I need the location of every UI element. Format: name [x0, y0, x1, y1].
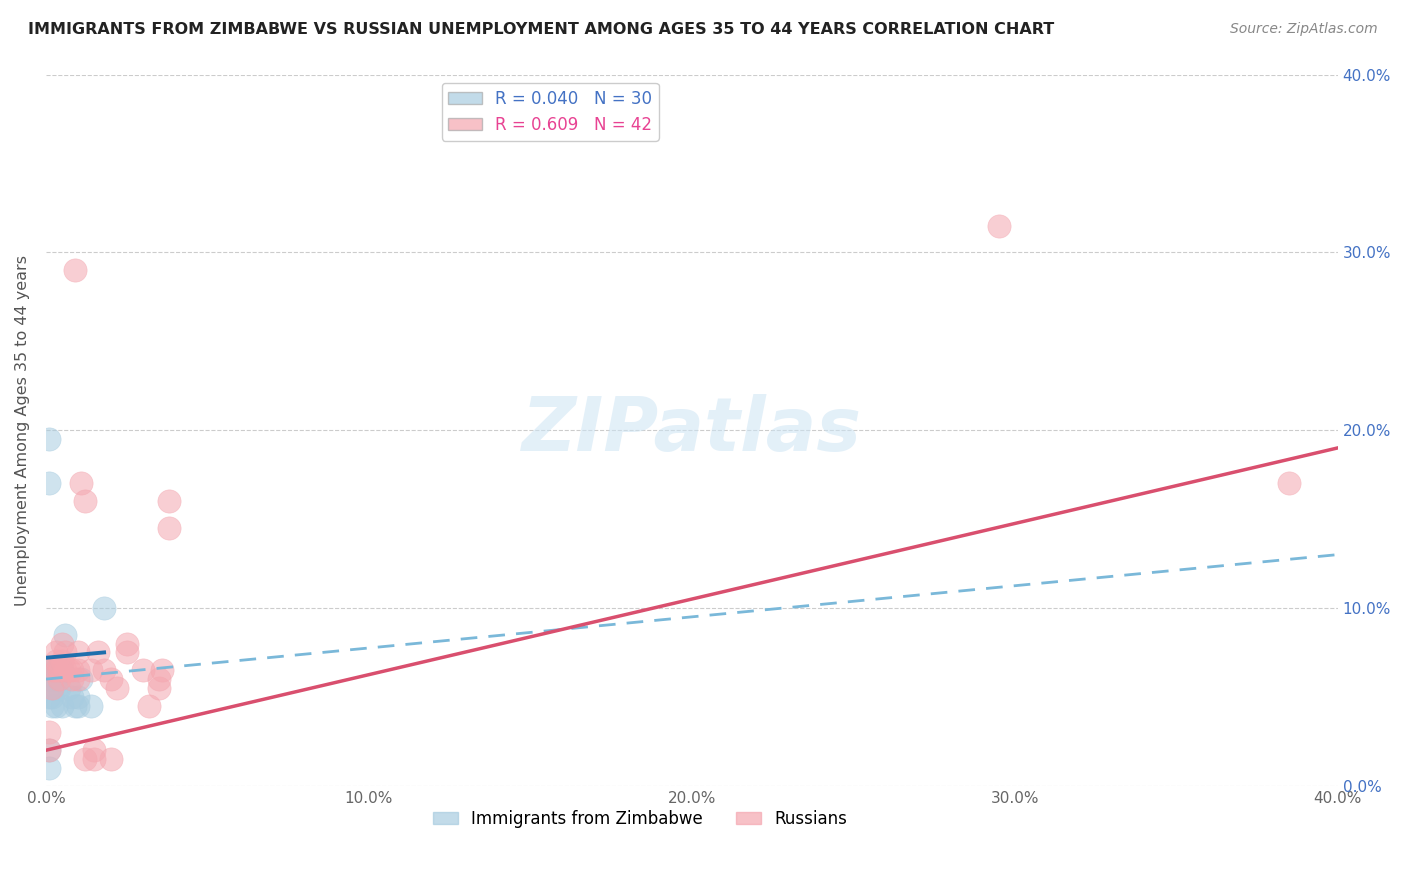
Text: Source: ZipAtlas.com: Source: ZipAtlas.com	[1230, 22, 1378, 37]
Point	[53, 627, 76, 641]
Point	[41, 698, 63, 713]
Point	[41, 663, 63, 677]
Point	[150, 663, 173, 677]
Point	[45, 672, 67, 686]
Point	[45, 663, 67, 677]
Point	[41, 690, 63, 704]
Point	[45, 698, 67, 713]
Point	[70, 476, 93, 491]
Point	[67, 672, 90, 686]
Point	[73, 494, 96, 508]
Point	[38, 743, 60, 757]
Point	[132, 663, 155, 677]
Point	[51, 636, 73, 650]
Point	[115, 636, 138, 650]
Point	[148, 681, 170, 695]
Point	[38, 761, 60, 775]
Point	[45, 663, 67, 677]
Y-axis label: Unemployment Among Ages 35 to 44 years: Unemployment Among Ages 35 to 44 years	[15, 254, 30, 606]
Point	[41, 681, 63, 695]
Point	[41, 663, 63, 677]
Point	[38, 690, 60, 704]
Point	[38, 663, 60, 677]
Point	[38, 476, 60, 491]
Point	[38, 432, 60, 446]
Point	[86, 645, 108, 659]
Point	[67, 698, 90, 713]
Point	[60, 690, 83, 704]
Point	[67, 690, 90, 704]
Point	[83, 743, 105, 757]
Point	[157, 494, 180, 508]
Point	[41, 672, 63, 686]
Point	[45, 645, 67, 659]
Point	[48, 663, 70, 677]
Point	[41, 681, 63, 695]
Point	[67, 645, 90, 659]
Point	[157, 521, 180, 535]
Point	[38, 743, 60, 757]
Point	[73, 752, 96, 766]
Point	[987, 219, 1010, 233]
Legend: Immigrants from Zimbabwe, Russians: Immigrants from Zimbabwe, Russians	[426, 803, 853, 834]
Point	[45, 681, 67, 695]
Point	[100, 752, 122, 766]
Point	[93, 663, 115, 677]
Point	[1278, 476, 1301, 491]
Point	[67, 663, 90, 677]
Point	[70, 672, 93, 686]
Point	[80, 698, 103, 713]
Point	[41, 663, 63, 677]
Point	[105, 681, 128, 695]
Point	[51, 654, 73, 668]
Point	[51, 698, 73, 713]
Point	[38, 725, 60, 739]
Point	[93, 601, 115, 615]
Point	[48, 663, 70, 677]
Point	[60, 663, 83, 677]
Point	[60, 672, 83, 686]
Point	[58, 663, 80, 677]
Point	[148, 672, 170, 686]
Point	[45, 654, 67, 668]
Point	[63, 698, 86, 713]
Point	[48, 672, 70, 686]
Point	[53, 645, 76, 659]
Point	[53, 663, 76, 677]
Point	[38, 672, 60, 686]
Point	[48, 681, 70, 695]
Point	[58, 681, 80, 695]
Point	[63, 263, 86, 277]
Point	[100, 672, 122, 686]
Point	[80, 663, 103, 677]
Point	[138, 698, 160, 713]
Text: ZIPatlas: ZIPatlas	[522, 393, 862, 467]
Point	[51, 663, 73, 677]
Text: IMMIGRANTS FROM ZIMBABWE VS RUSSIAN UNEMPLOYMENT AMONG AGES 35 TO 44 YEARS CORRE: IMMIGRANTS FROM ZIMBABWE VS RUSSIAN UNEM…	[28, 22, 1054, 37]
Point	[115, 645, 138, 659]
Point	[83, 752, 105, 766]
